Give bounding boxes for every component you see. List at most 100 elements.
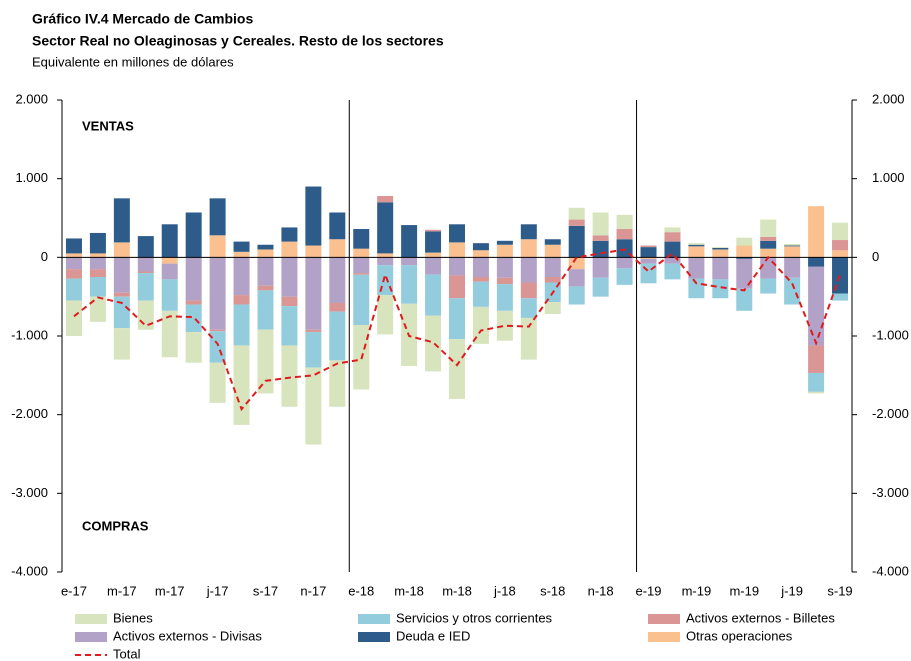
- bar-segment: [401, 225, 418, 258]
- bar-segment: [784, 277, 801, 305]
- bar-segment: [329, 302, 346, 312]
- bar-segment: [425, 231, 442, 253]
- bar-segment: [496, 240, 513, 245]
- bar-segment: [808, 345, 825, 373]
- x-tick-label: n-17: [300, 583, 326, 598]
- bar-segment: [113, 242, 130, 258]
- bar-segment: [425, 252, 442, 258]
- bar-segment: [496, 244, 513, 258]
- x-tick-label: m-18: [442, 583, 472, 598]
- bar-segment: [89, 257, 106, 270]
- bar-segment: [329, 360, 346, 407]
- bar-segment: [664, 257, 681, 264]
- bar-segment: [760, 236, 777, 241]
- bar-segment: [209, 257, 226, 330]
- bar-segment: [353, 257, 370, 274]
- bar-segment: [137, 257, 154, 272]
- bar-segment: [520, 282, 537, 299]
- bar-segment: [257, 285, 274, 291]
- bar-segment: [520, 317, 537, 360]
- bar-segment: [520, 239, 537, 258]
- bar-segment: [377, 195, 394, 203]
- legend-label: Otras operaciones: [686, 628, 793, 643]
- bar-segment: [832, 257, 849, 294]
- bar-segment: [137, 300, 154, 330]
- bar-segment: [688, 244, 705, 247]
- bar-segment: [688, 243, 705, 245]
- bar-segment: [832, 250, 849, 258]
- chart-subtitle: Sector Real no Oleaginosas y Cereales. R…: [32, 33, 444, 49]
- bar-segment: [784, 245, 801, 247]
- bar-segment: [472, 250, 489, 258]
- bar-segment: [89, 232, 106, 254]
- bar-segment: [65, 238, 82, 254]
- bar-segment: [496, 310, 513, 341]
- bar-segment: [89, 296, 106, 322]
- bar-segment: [784, 243, 801, 246]
- bar-segment: [712, 247, 729, 250]
- x-tick-label: e-19: [635, 583, 661, 598]
- bar-segment: [377, 253, 394, 258]
- bar-segment: [472, 306, 489, 344]
- bar-segment: [616, 239, 633, 258]
- bar-segment: [568, 207, 585, 220]
- bar-segment: [281, 306, 298, 346]
- bar-segment: [137, 236, 154, 258]
- bar-segment: [161, 279, 178, 311]
- x-tick-label: j-19: [780, 583, 803, 598]
- bar-segment: [281, 227, 298, 242]
- y-tick-label: 1.000: [15, 170, 48, 185]
- bar-segment: [592, 257, 609, 278]
- bar-segment: [209, 198, 226, 236]
- bar-segment: [449, 275, 465, 299]
- bar-segment: [616, 268, 633, 285]
- x-tick-label: m-17: [107, 583, 137, 598]
- legend-swatch: [75, 614, 107, 624]
- y-tick-label: -2.000: [11, 406, 48, 421]
- bar-segment: [257, 290, 274, 330]
- bar-segment: [305, 332, 322, 368]
- bar-segment: [760, 248, 777, 258]
- bar-segment: [353, 273, 370, 275]
- bar-segment: [425, 257, 442, 275]
- legend-swatch: [75, 632, 107, 642]
- bar-segment: [449, 257, 465, 276]
- bar-segment: [425, 315, 442, 372]
- x-tick-label: j-18: [493, 583, 516, 598]
- bar-segment: [736, 258, 753, 289]
- legend-label: Servicios y otros corrientes: [396, 610, 553, 625]
- bar-segment: [832, 240, 849, 251]
- bar-segment: [89, 277, 106, 297]
- bar-segment: [640, 245, 657, 248]
- bar-segment: [736, 257, 753, 259]
- bar-segment: [688, 278, 705, 299]
- bar-segment: [449, 298, 465, 340]
- bar-segment: [353, 229, 370, 249]
- y-tick-label: -1.000: [11, 327, 48, 342]
- bar-segment: [113, 296, 130, 329]
- x-tick-label: e-17: [61, 583, 87, 598]
- bar-segment: [65, 278, 82, 301]
- bar-segment: [377, 295, 394, 335]
- bar-segment: [449, 242, 465, 258]
- bar-segment: [664, 227, 681, 233]
- bar-segment: [329, 239, 346, 258]
- bar-segment: [137, 271, 154, 274]
- bar-segment: [832, 222, 849, 241]
- x-tick-label: e-18: [348, 583, 374, 598]
- x-tick-label: s-19: [827, 583, 852, 598]
- bar-segment: [472, 281, 489, 307]
- bar-segment: [544, 244, 561, 258]
- bar-segment: [712, 279, 729, 299]
- legend-swatch: [648, 614, 680, 624]
- legend-label: Activos externos - Billetes: [686, 610, 835, 625]
- bar-segment: [65, 300, 82, 336]
- annotation: COMPRAS: [82, 518, 149, 533]
- bar-segment: [209, 362, 226, 403]
- bar-segment: [616, 229, 633, 240]
- bar-segment: [281, 257, 298, 297]
- y-tick-label: 0: [41, 249, 48, 264]
- bar-segment: [640, 247, 657, 258]
- bar-segment: [257, 249, 274, 258]
- legend-swatch: [358, 632, 390, 642]
